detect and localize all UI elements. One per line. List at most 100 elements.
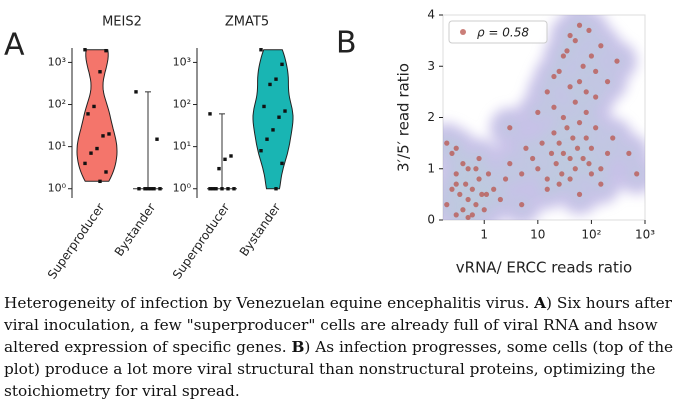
data-point [271, 128, 275, 132]
legend-label: ρ = 0.58 [477, 26, 529, 40]
data-point [580, 155, 586, 162]
legend-marker [460, 29, 466, 35]
data-point [576, 22, 583, 28]
y-tick-label: 10¹ [48, 140, 66, 153]
data-point [158, 187, 162, 191]
data-point [268, 82, 272, 87]
violin [252, 49, 294, 190]
data-point [598, 181, 604, 187]
data-point [277, 115, 281, 119]
data-point [481, 207, 487, 213]
data-point [626, 150, 632, 156]
data-point [551, 130, 557, 136]
data-point [283, 109, 287, 113]
data-point [457, 191, 463, 197]
data-point [530, 155, 536, 162]
data-point [274, 77, 278, 81]
data-point [479, 191, 485, 197]
data-point [98, 70, 102, 74]
data-point [593, 94, 599, 100]
x-tick-label: Bystander [112, 201, 159, 259]
data-point [453, 145, 459, 151]
data-point [262, 104, 266, 109]
data-point [460, 161, 466, 167]
data-point [473, 202, 479, 208]
x-tick-label: Superproducer [45, 201, 108, 282]
data-point [519, 202, 525, 208]
x-tick-label: Bystander [237, 201, 284, 259]
data-point [497, 196, 503, 203]
data-point [89, 151, 93, 155]
data-point [469, 212, 475, 218]
y-tick-label: 10² [48, 98, 66, 111]
x-tick-label: 10 [530, 228, 545, 242]
panel-label: B [336, 26, 357, 61]
data-point [583, 89, 589, 95]
data-point [535, 166, 541, 172]
data-point [583, 109, 589, 115]
data-point [98, 179, 102, 184]
data-point [220, 187, 224, 191]
data-point [614, 58, 620, 64]
data-point [259, 149, 263, 153]
data-point [223, 157, 227, 162]
data-point [560, 150, 566, 156]
y-tick-label: 2 [427, 110, 435, 124]
data-point [580, 63, 586, 69]
data-point [544, 186, 550, 192]
data-point [576, 120, 583, 126]
data-point [604, 150, 611, 156]
caption-text: ) Six hours after viral inoculation, a f… [4, 294, 672, 356]
data-point [149, 187, 153, 191]
data-point [473, 166, 479, 172]
data-point [567, 32, 573, 39]
data-point [460, 207, 466, 213]
data-point [229, 154, 233, 158]
data-point [226, 187, 230, 191]
data-point [83, 48, 87, 52]
data-point [553, 161, 559, 167]
data-point [469, 186, 475, 192]
data-point [523, 145, 529, 151]
data-point [101, 134, 105, 138]
y-axis-label: 3′/5′ read ratio [395, 63, 413, 172]
data-point [588, 53, 595, 59]
data-point [551, 104, 557, 110]
caption-bold: A [534, 294, 547, 312]
data-point [137, 187, 141, 191]
data-point [274, 187, 278, 191]
chart-title: MEIS2 [102, 15, 142, 30]
data-point [483, 191, 490, 197]
data-point [564, 125, 570, 131]
data-point [259, 48, 263, 52]
data-point [593, 125, 599, 131]
data-point [155, 137, 159, 141]
data-point [485, 171, 492, 177]
data-point [519, 171, 525, 177]
data-point [574, 145, 581, 151]
caption-text: Heterogeneity of infection by Venezuelan… [4, 294, 535, 312]
data-point [463, 181, 469, 187]
data-point [214, 187, 218, 191]
data-point [588, 145, 595, 151]
data-point [211, 187, 215, 191]
data-point [586, 27, 592, 33]
data-point [453, 171, 459, 177]
chart-title: ZMAT5 [225, 15, 269, 30]
data-point [583, 135, 589, 141]
data-point [567, 155, 573, 162]
data-point [453, 181, 459, 187]
x-tick-label: 10³ [635, 228, 655, 242]
data-point [551, 73, 557, 80]
data-point [567, 84, 573, 90]
data-point [560, 53, 566, 59]
y-tick-label: 10³ [173, 55, 191, 68]
data-point [208, 112, 212, 116]
y-tick-label: 4 [427, 8, 435, 22]
x-tick-label: Superproducer [170, 201, 233, 282]
data-point [453, 212, 459, 218]
data-point [280, 62, 284, 67]
data-point [265, 137, 269, 141]
